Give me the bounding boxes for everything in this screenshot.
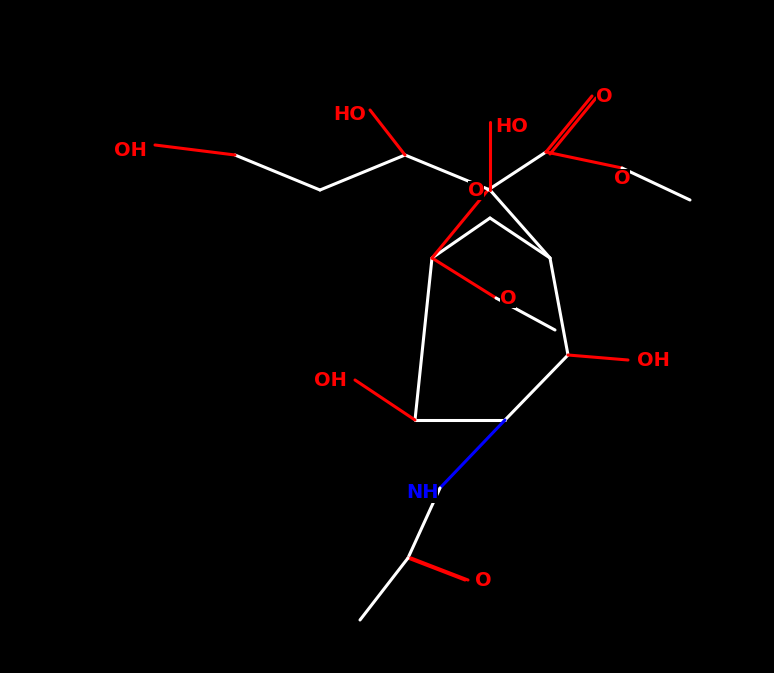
Text: NH: NH: [406, 483, 438, 503]
Text: O: O: [474, 571, 491, 590]
Text: OH: OH: [114, 141, 146, 160]
Text: OH: OH: [636, 351, 670, 369]
Text: HO: HO: [495, 118, 529, 137]
Text: O: O: [614, 168, 630, 188]
Text: O: O: [596, 87, 612, 106]
Text: O: O: [467, 180, 485, 199]
Text: OH: OH: [313, 371, 347, 390]
Text: O: O: [500, 289, 516, 308]
Text: HO: HO: [334, 106, 366, 125]
